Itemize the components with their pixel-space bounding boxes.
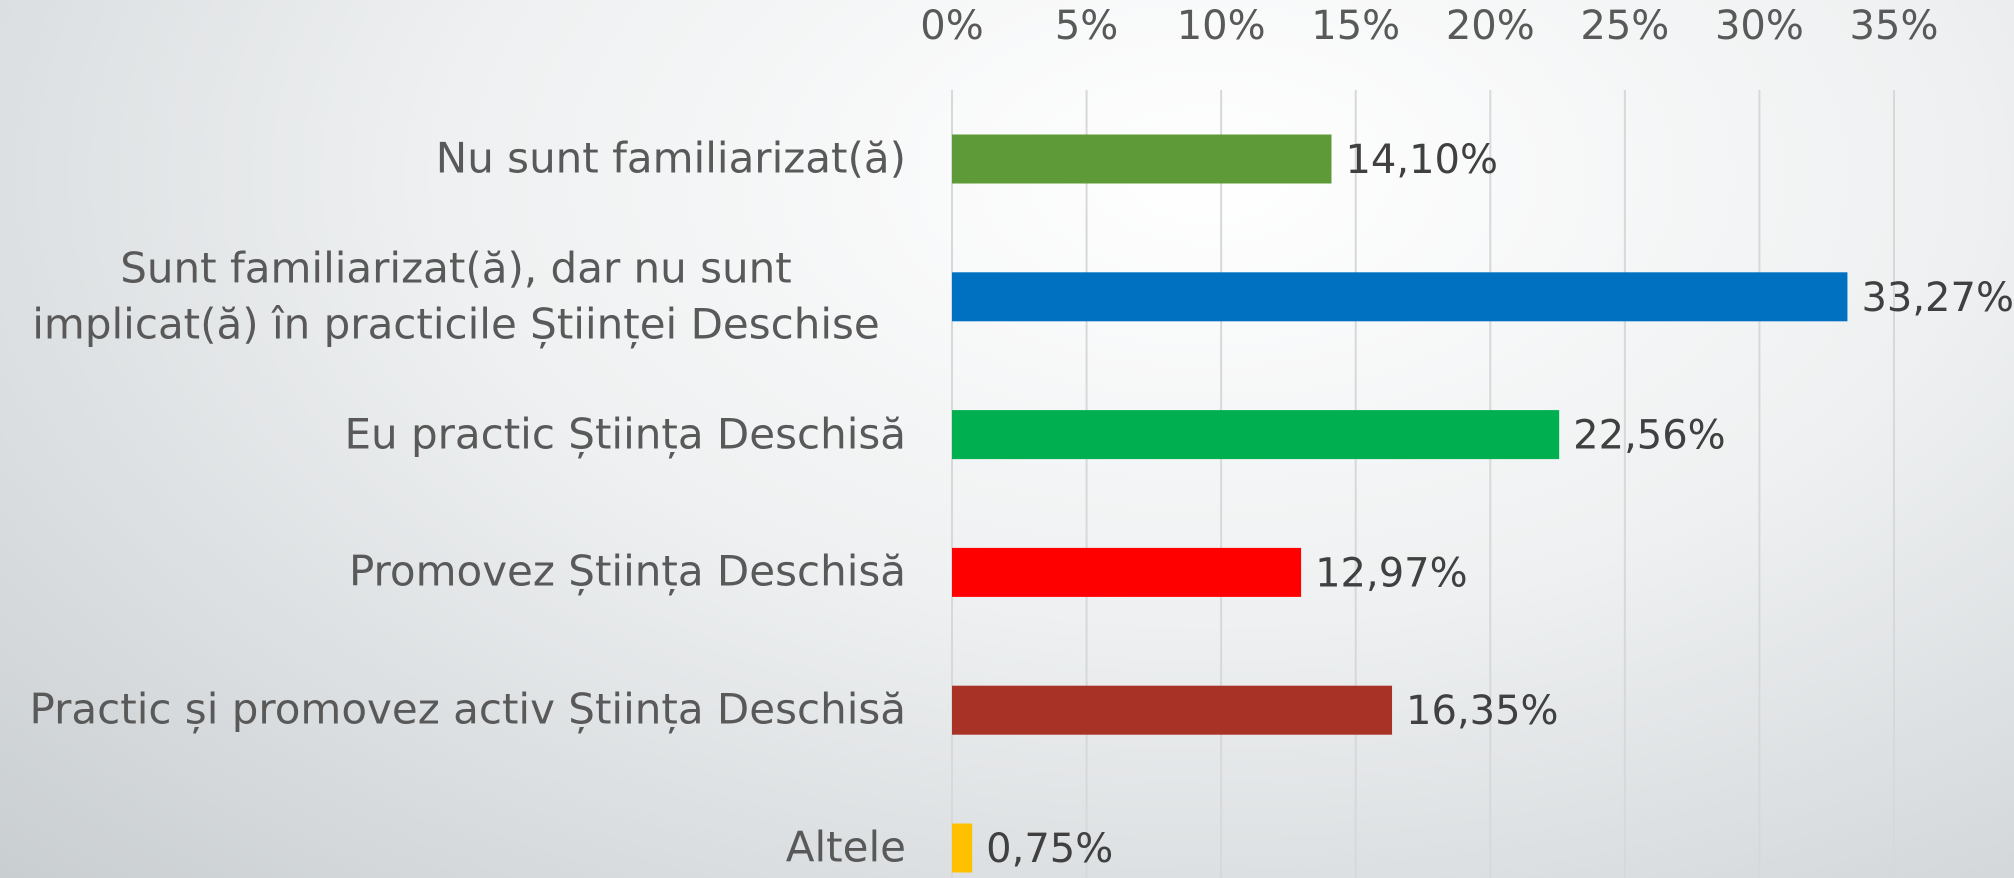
x-tick-label: 30%	[1715, 3, 1804, 49]
x-tick-label: 25%	[1580, 3, 1669, 49]
data-label: 12,97%	[1315, 550, 1468, 596]
bar	[952, 547, 1302, 597]
x-tick-label: 15%	[1311, 3, 1400, 49]
data-label: 16,35%	[1406, 688, 1559, 734]
x-tick-label: 20%	[1446, 3, 1535, 49]
data-label: 0,75%	[986, 826, 1113, 872]
x-tick-label: 35%	[1850, 3, 1939, 49]
data-label: 33,27%	[1861, 275, 2014, 321]
category-label: Practic și promovez activ Știința Deschi…	[29, 684, 906, 734]
data-label: 22,56%	[1573, 413, 1726, 459]
category-label: Nu sunt familiarizat(ă)	[435, 133, 906, 183]
bar	[952, 134, 1332, 184]
x-tick-label: 10%	[1177, 3, 1266, 49]
category-label: Altele	[785, 822, 906, 872]
bar	[952, 823, 973, 873]
category-label: Sunt familiarizat(ă), dar nu sunt implic…	[32, 243, 880, 349]
category-label: Promovez Știința Deschisă	[348, 547, 906, 597]
bar	[952, 410, 1560, 460]
category-label: Eu practic Știința Deschisă	[344, 409, 906, 459]
bar	[952, 272, 1848, 322]
x-tick-label: 0%	[920, 3, 983, 49]
data-label: 14,10%	[1345, 137, 1498, 183]
x-tick-label: 5%	[1055, 3, 1118, 49]
bar	[952, 685, 1393, 735]
